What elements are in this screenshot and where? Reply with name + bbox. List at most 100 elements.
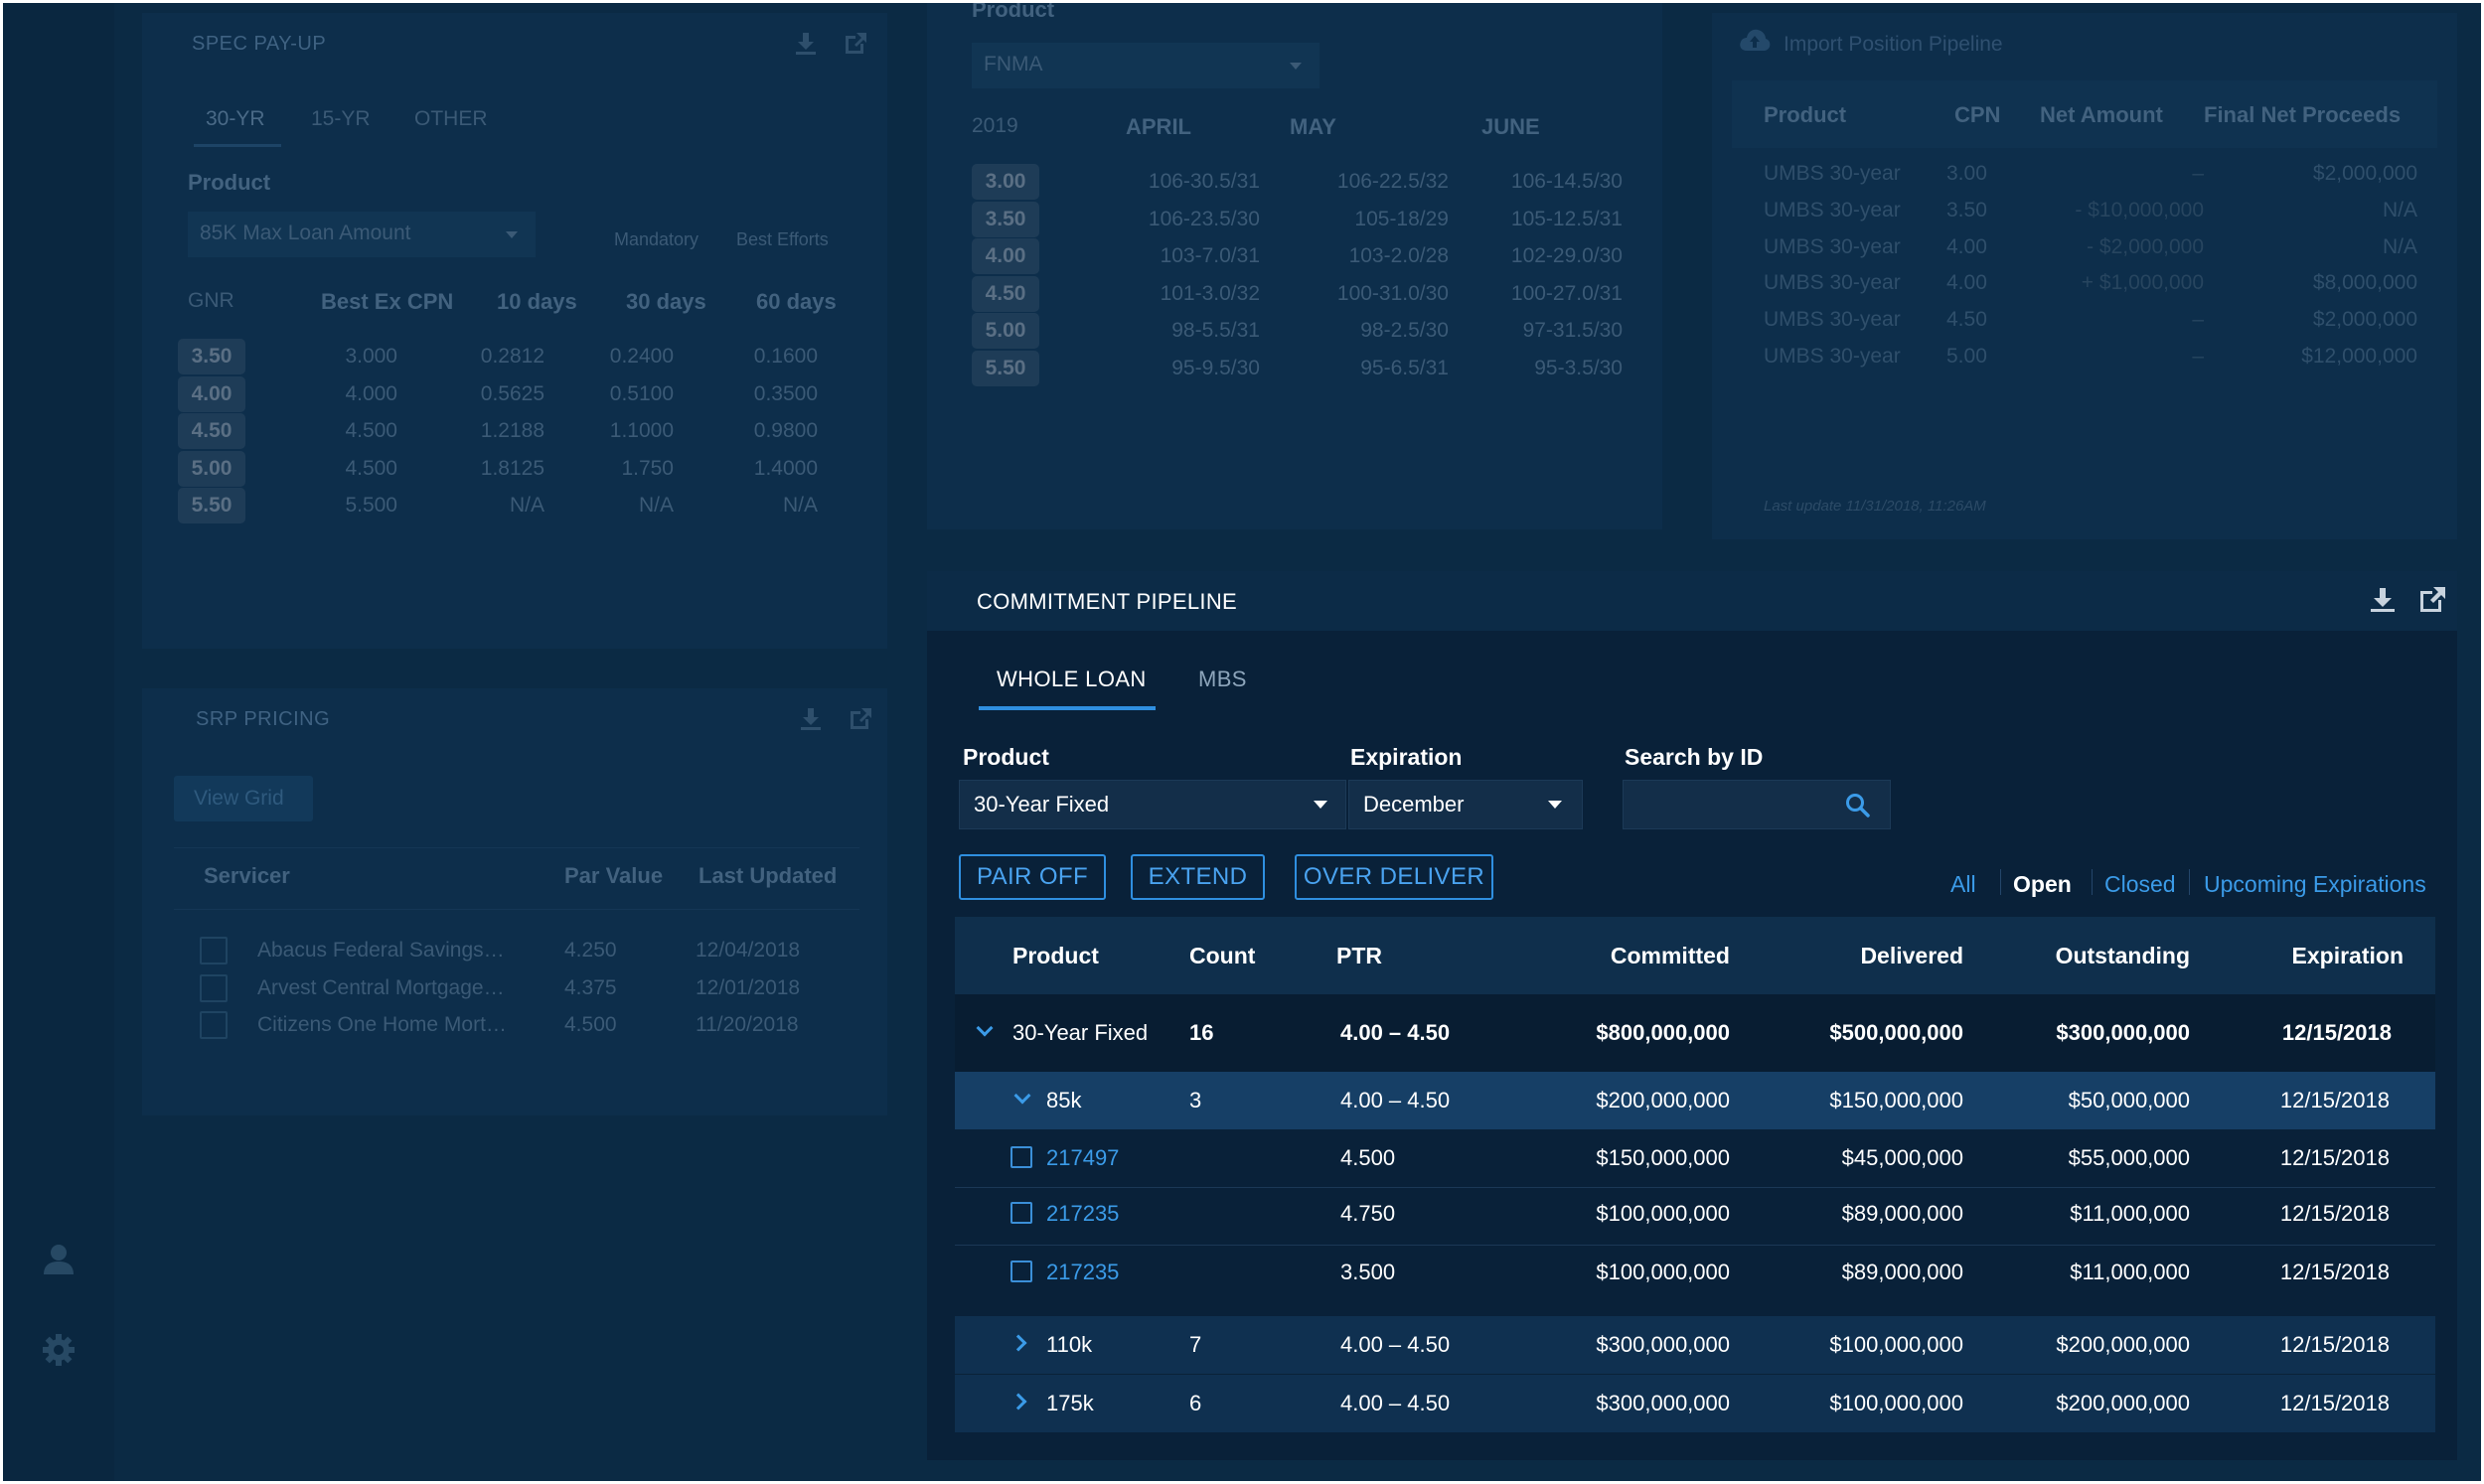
external-link-icon[interactable]: [843, 31, 868, 57]
extend-button[interactable]: EXTEND: [1131, 854, 1265, 900]
row-checkbox[interactable]: [200, 1011, 228, 1039]
best-ex-value: 3.000: [345, 345, 397, 368]
search-input[interactable]: [1624, 781, 1842, 828]
coupon-badge: 4.50: [178, 413, 245, 449]
srp-servicer: Arvest Central Mortgage…: [257, 976, 505, 999]
filter-upcoming-expirations[interactable]: Upcoming Expirations: [2204, 871, 2426, 897]
col-ptr[interactable]: PTR: [1336, 943, 1382, 968]
pair-off-button[interactable]: PAIR OFF: [959, 854, 1106, 900]
tab-mbs[interactable]: MBS: [1198, 667, 1247, 691]
expiration-select[interactable]: December: [1348, 780, 1583, 829]
filter-all[interactable]: All: [1950, 871, 1976, 897]
import-product: UMBS 30-year: [1764, 199, 1901, 222]
table-row-subgroup-85k[interactable]: 85k 3 4.00 – 4.50 $200,000,000 $150,000,…: [955, 1072, 2435, 1129]
best-efforts-toggle[interactable]: Best Efforts: [736, 229, 829, 249]
search-field[interactable]: [1623, 780, 1891, 829]
expiration-select-value: December: [1363, 792, 1465, 816]
month-april: APRIL: [1126, 114, 1191, 139]
spec-product-select[interactable]: 85K Max Loan Amount: [188, 212, 536, 257]
d60-value: 0.9800: [753, 419, 818, 442]
coupon-badge: 5.50: [972, 351, 1039, 386]
may-value: 98-2.5/30: [1360, 319, 1449, 342]
d60-value: 1.4000: [753, 457, 818, 480]
col-count[interactable]: Count: [1189, 943, 1256, 968]
subgroup-ptr: 4.00 – 4.50: [1340, 1088, 1451, 1113]
loan-id-link[interactable]: 217497: [1046, 1145, 1120, 1170]
d10-value: 1.2188: [480, 419, 544, 442]
tab-whole-loan[interactable]: WHOLE LOAN: [997, 667, 1147, 691]
row-checkbox[interactable]: [200, 937, 228, 965]
loan-outstanding: $11,000,000: [2070, 1260, 2190, 1284]
loan-ptr: 4.750: [1340, 1201, 1396, 1226]
row-checkbox[interactable]: [1010, 1202, 1032, 1224]
fnma-panel: Product FNMA 2019 APRIL MAY JUNE 3.00 106…: [927, 3, 1662, 529]
april-value: 103-7.0/31: [1160, 244, 1260, 267]
product-select-value: 30-Year Fixed: [974, 792, 1110, 816]
may-value: 105-18/29: [1354, 208, 1449, 230]
spec-payup-panel: SPEC PAY-UP 30-YR 15-YR OTHER Product 85…: [142, 13, 887, 649]
left-rail: [3, 3, 114, 1481]
loan-expiration: 12/15/2018: [2279, 1260, 2390, 1284]
d60-value: 0.3500: [753, 382, 818, 405]
view-grid-button[interactable]: View Grid: [174, 776, 313, 821]
download-icon[interactable]: [793, 31, 819, 57]
col-delivered[interactable]: Delivered: [1860, 943, 1963, 968]
coupon-badge: 3.50: [972, 202, 1039, 237]
app-window: SPEC PAY-UP 30-YR 15-YR OTHER Product 85…: [3, 3, 2481, 1481]
table-row-group[interactable]: 30-Year Fixed 16 4.00 – 4.50 $800,000,00…: [955, 994, 2435, 1072]
row-checkbox[interactable]: [1010, 1261, 1032, 1282]
col-gnr: GNR: [188, 289, 234, 312]
user-icon[interactable]: [41, 1241, 77, 1276]
import-net: - $2,000,000: [2087, 235, 2204, 258]
fnma-product-select[interactable]: FNMA: [972, 43, 1320, 88]
col-committed[interactable]: Committed: [1610, 943, 1730, 968]
mandatory-toggle[interactable]: Mandatory: [614, 229, 699, 249]
row-checkbox[interactable]: [1010, 1146, 1032, 1168]
product-select[interactable]: 30-Year Fixed: [959, 780, 1346, 829]
col-expiration[interactable]: Expiration: [2291, 943, 2404, 968]
group-count: 16: [1189, 1020, 1214, 1045]
loan-id-link[interactable]: 217235: [1046, 1260, 1120, 1284]
d10-value: N/A: [509, 494, 544, 517]
chevron-right-icon[interactable]: [1009, 1393, 1027, 1410]
coupon-badge: 4.00: [178, 376, 245, 412]
download-icon[interactable]: [2368, 585, 2398, 615]
tab-30yr[interactable]: 30-YR: [206, 107, 265, 130]
col-outstanding[interactable]: Outstanding: [2055, 943, 2190, 968]
download-icon[interactable]: [798, 706, 824, 732]
table-row-subgroup-175k[interactable]: 175k 6 4.00 – 4.50 $300,000,000 $100,000…: [955, 1375, 2435, 1432]
filter-closed[interactable]: Closed: [2104, 871, 2176, 897]
cloud-upload-icon[interactable]: [1738, 25, 1772, 55]
june-value: 106-14.5/30: [1510, 170, 1623, 193]
table-row-loan[interactable]: 217497 4.500 $150,000,000 $45,000,000 $5…: [955, 1129, 2435, 1187]
table-row-loan[interactable]: 217235 4.750 $100,000,000 $89,000,000 $1…: [955, 1187, 2435, 1245]
tab-15yr[interactable]: 15-YR: [311, 107, 371, 130]
srp-par: 4.250: [564, 939, 617, 962]
import-net: –: [2192, 308, 2204, 331]
may-value: 103-2.0/28: [1348, 244, 1449, 267]
filter-open[interactable]: Open: [2013, 871, 2072, 897]
table-row-subgroup-110k[interactable]: 110k 7 4.00 – 4.50 $300,000,000 $100,000…: [955, 1316, 2435, 1374]
loan-outstanding: $11,000,000: [2070, 1201, 2190, 1226]
chevron-down-icon[interactable]: [976, 1019, 994, 1037]
gear-icon[interactable]: [41, 1332, 77, 1368]
subgroup-committed: $300,000,000: [1596, 1391, 1730, 1415]
import-product: UMBS 30-year: [1764, 308, 1901, 331]
cp-title: COMMITMENT PIPELINE: [977, 589, 1237, 614]
tab-other[interactable]: OTHER: [414, 107, 488, 130]
external-link-icon[interactable]: [2417, 585, 2447, 615]
loan-id-link[interactable]: 217235: [1046, 1201, 1120, 1226]
search-icon[interactable]: [1844, 792, 1872, 819]
import-net: –: [2192, 162, 2204, 185]
coupon-badge: 3.00: [972, 164, 1039, 200]
chevron-down-icon[interactable]: [1013, 1087, 1031, 1105]
row-checkbox[interactable]: [200, 974, 228, 1002]
table-row-loan[interactable]: 217235 3.500 $100,000,000 $89,000,000 $1…: [955, 1245, 2435, 1302]
chevron-right-icon[interactable]: [1009, 1334, 1027, 1352]
external-link-icon[interactable]: [848, 706, 873, 732]
col-30days: 30 days: [626, 289, 706, 314]
import-title[interactable]: Import Position Pipeline: [1784, 33, 2003, 56]
over-deliver-button[interactable]: OVER DELIVER: [1295, 854, 1493, 900]
col-product[interactable]: Product: [1012, 943, 1099, 968]
active-tab-underline: [979, 706, 1156, 710]
